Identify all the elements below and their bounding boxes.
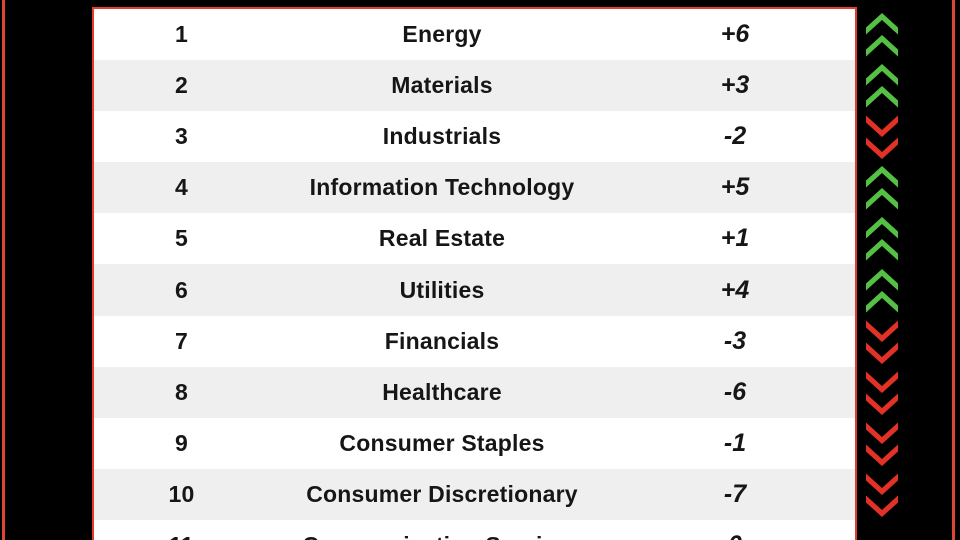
down-chevron-icon — [860, 316, 950, 367]
rank-cell: 5 — [175, 225, 188, 252]
change-cell: -6 — [723, 377, 747, 406]
table-row: 3 Industrials -2 — [94, 111, 855, 162]
down-chevron-icon — [860, 469, 950, 520]
rank-cell: 8 — [175, 378, 188, 405]
sector-cell: Real Estate — [378, 225, 506, 252]
table-row: 11 Communication Services 0 — [94, 520, 855, 540]
left-accent-line — [2, 0, 5, 540]
rank-cell: 2 — [175, 72, 188, 99]
up-chevron-icon — [860, 10, 950, 61]
right-accent-line — [952, 0, 955, 540]
rank-cell: 10 — [168, 480, 195, 507]
change-cell: +5 — [720, 173, 750, 202]
table-rows: 1 Energy +6 2 Materials +3 3 Industrials… — [94, 9, 855, 540]
down-chevron-icon — [860, 418, 950, 469]
up-chevron-icon — [860, 163, 950, 214]
sector-cell: Consumer Discretionary — [306, 480, 578, 507]
change-cell: +4 — [720, 275, 750, 304]
table-row: 4 Information Technology +5 — [94, 162, 855, 214]
change-cell: -2 — [723, 122, 747, 151]
change-cell: +6 — [720, 20, 750, 49]
table-row: 1 Energy +6 — [94, 9, 855, 60]
rank-cell: 9 — [175, 429, 188, 456]
down-chevron-icon — [860, 367, 950, 418]
change-cell: -7 — [723, 479, 747, 508]
sector-rank-table: 1 Energy +6 2 Materials +3 3 Industrials… — [92, 7, 857, 540]
sector-cell: Materials — [391, 72, 493, 99]
table-row: 10 Consumer Discretionary -7 — [94, 468, 855, 520]
sector-cell: Communication Services — [269, 533, 615, 540]
up-chevron-icon — [860, 214, 950, 265]
table-row: 2 Materials +3 — [94, 60, 855, 112]
change-cell: 0 — [615, 532, 855, 540]
table-row: 9 Consumer Staples -1 — [94, 418, 855, 469]
table-row: 8 Healthcare -6 — [94, 366, 855, 418]
rank-cell: 1 — [175, 21, 188, 48]
sector-cell: Energy — [402, 21, 482, 48]
table-row: 7 Financials -3 — [94, 316, 855, 367]
sector-cell: Financials — [384, 327, 500, 354]
sector-cell: Utilities — [399, 276, 485, 303]
up-chevron-icon — [860, 265, 950, 316]
down-chevron-icon — [860, 112, 950, 163]
rank-cell: 11 — [94, 533, 269, 540]
table-row: 5 Real Estate +1 — [94, 213, 855, 264]
rank-cell: 4 — [175, 174, 188, 201]
sector-cell: Consumer Staples — [339, 429, 545, 456]
sector-cell: Healthcare — [382, 378, 502, 405]
no-chevron — [860, 520, 950, 540]
change-cell: +3 — [720, 71, 750, 100]
rank-cell: 6 — [175, 276, 188, 303]
change-cell: -1 — [723, 428, 747, 457]
chevron-column — [860, 10, 950, 540]
rank-cell: 3 — [175, 123, 188, 150]
up-chevron-icon — [860, 61, 950, 112]
sector-cell: Information Technology — [309, 174, 575, 201]
change-cell: -3 — [723, 326, 747, 355]
sector-cell: Industrials — [382, 123, 502, 150]
rank-cell: 7 — [175, 327, 188, 354]
table-row: 6 Utilities +4 — [94, 264, 855, 316]
change-cell: +1 — [720, 224, 750, 253]
